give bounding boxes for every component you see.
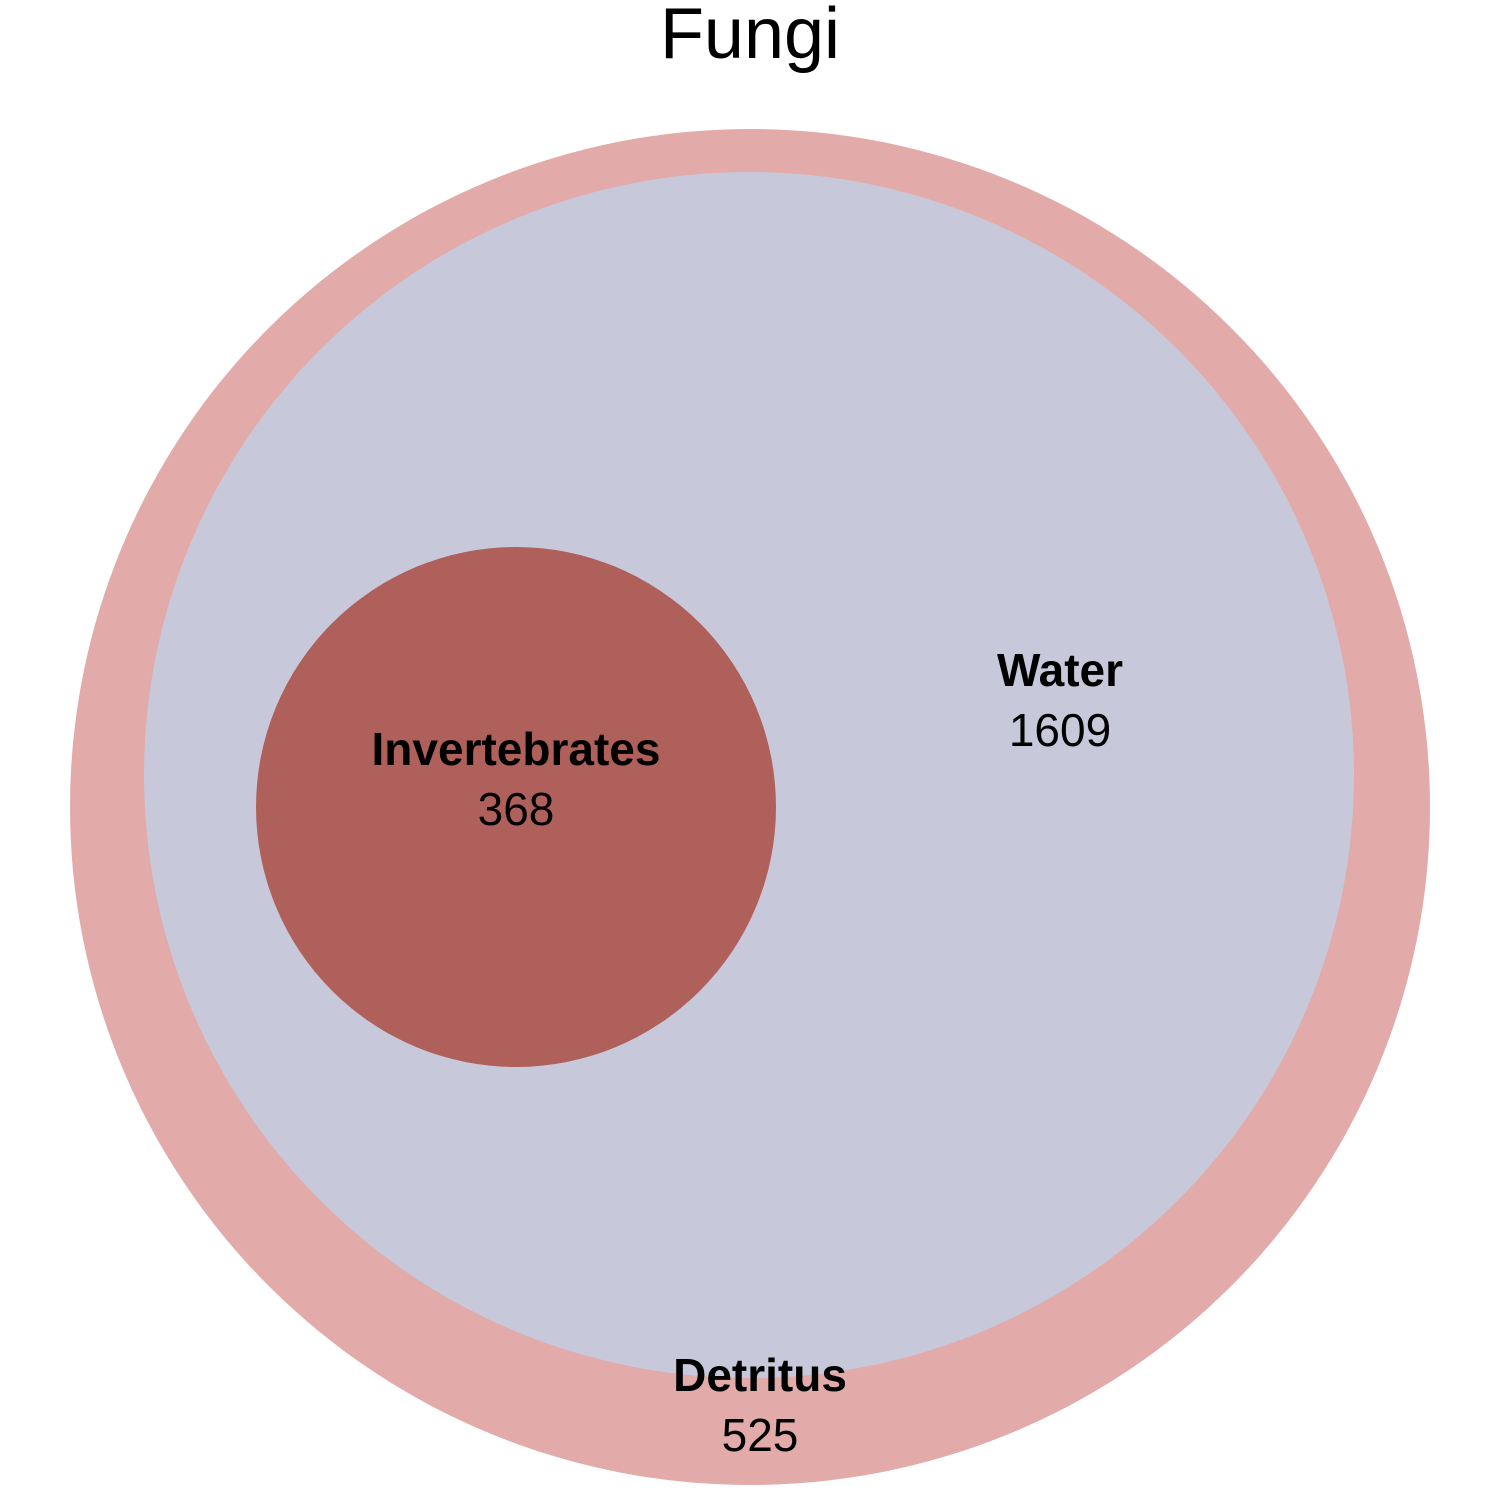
detritus-count: 525: [722, 1409, 799, 1461]
invertebrates-region: [256, 547, 776, 1067]
diagram-title: Fungi: [660, 0, 840, 74]
invertebrates-label: Invertebrates: [372, 723, 661, 775]
water-count: 1609: [1009, 704, 1111, 756]
detritus-label: Detritus: [673, 1349, 847, 1401]
water-label: Water: [997, 644, 1123, 696]
invertebrates-count: 368: [478, 783, 555, 835]
